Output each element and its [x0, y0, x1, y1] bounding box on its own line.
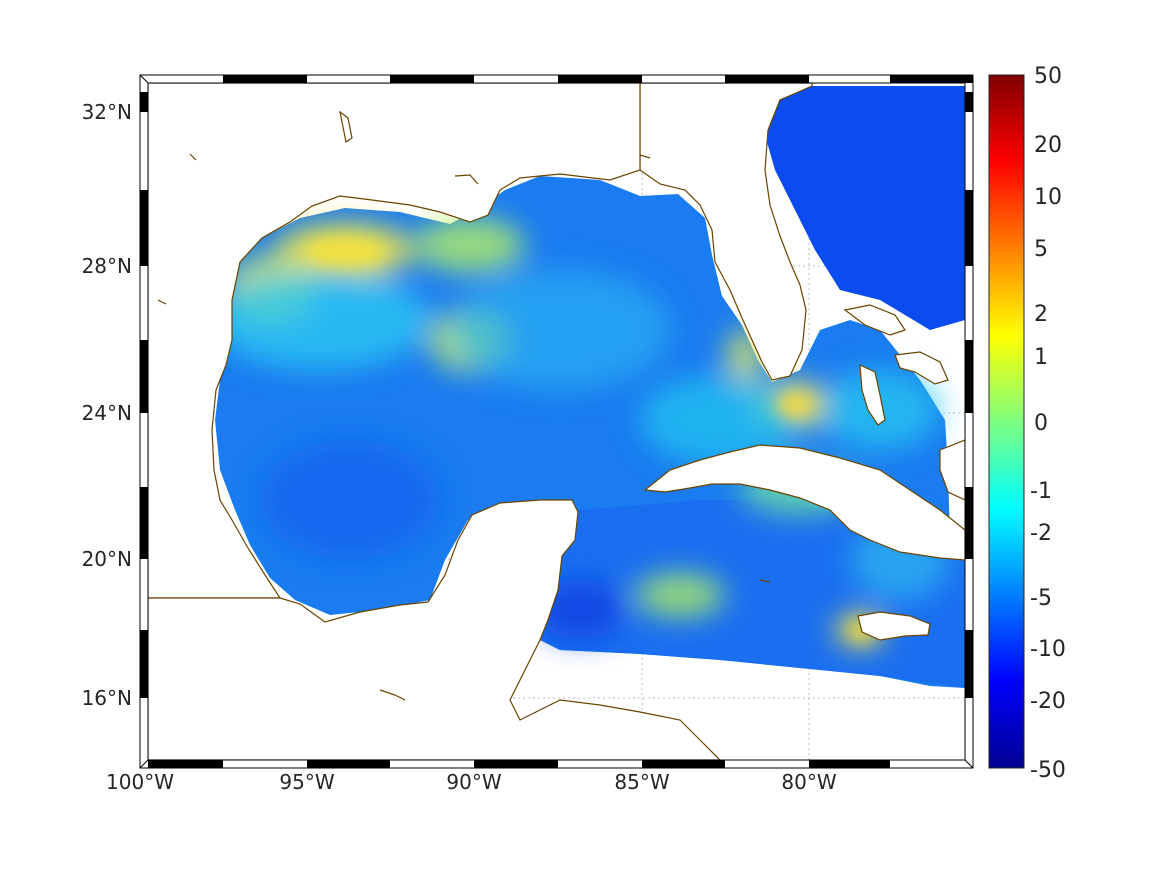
frame-block — [965, 630, 973, 698]
frame-block — [965, 340, 973, 413]
louisiana-shelf-patch — [415, 217, 525, 273]
frame-block — [965, 487, 973, 559]
frame-block — [140, 487, 148, 559]
colorbar-label-minus-5: -5 — [1030, 586, 1052, 611]
frame-block — [140, 92, 148, 112]
us-gulf-coast-land — [148, 83, 641, 599]
colorbar-label-1: 1 — [1034, 345, 1048, 370]
ocean-data-field — [210, 86, 965, 688]
jamaica-land — [857, 611, 931, 641]
lon-label-95w: 95°W — [279, 770, 334, 794]
colorbar-label-minus-10: -10 — [1030, 637, 1066, 662]
cayman-patch — [635, 573, 725, 617]
frame-block — [390, 75, 474, 83]
cuba-land — [643, 444, 965, 561]
gulf-southwest-blue — [260, 440, 440, 560]
frame-block — [642, 760, 725, 768]
frame-block — [809, 760, 890, 768]
florida-straits-core — [777, 393, 813, 417]
yucatan-deep-blue — [535, 580, 625, 640]
frame-block — [307, 760, 390, 768]
lon-label-80w: 80°W — [781, 770, 836, 794]
lat-label-28n: 28°N — [82, 254, 132, 278]
frame-block — [148, 760, 223, 768]
frame-block — [140, 340, 148, 413]
frame-block — [725, 75, 809, 83]
lon-label-90w: 90°W — [446, 770, 501, 794]
bahamas-eleuthera — [894, 351, 949, 385]
colorbar-label-20: 20 — [1034, 133, 1062, 158]
bahamas-andros — [859, 364, 886, 426]
colorbar-label-0: 0 — [1034, 411, 1048, 436]
frame-corner — [139, 74, 149, 84]
frame-block — [140, 630, 148, 698]
frame-corner — [964, 74, 974, 84]
frame-corner — [964, 759, 974, 769]
lat-label-20n: 20°N — [82, 547, 132, 571]
hispaniola-edge — [939, 439, 965, 501]
island-mark — [639, 154, 651, 159]
colorbar-gradient — [988, 74, 1025, 769]
gulf-cyan-band — [450, 270, 670, 390]
island-mark — [759, 579, 771, 583]
island-mark — [379, 689, 406, 701]
lat-label-16n: 16°N — [82, 686, 132, 710]
frame-corner — [139, 759, 149, 769]
frame-block — [965, 92, 973, 112]
colorbar-label-minus-20: -20 — [1030, 689, 1066, 714]
colorbar-label-5: 5 — [1034, 237, 1048, 262]
frame-block — [890, 75, 973, 83]
frame-block — [965, 190, 973, 266]
florida-land — [639, 83, 813, 381]
frame-block — [558, 75, 642, 83]
western-gulf-cyan-band — [210, 270, 430, 370]
colorbar-label-2: 2 — [1034, 302, 1048, 327]
colorbar-label-50: 50 — [1034, 64, 1062, 89]
lon-label-85w: 85°W — [614, 770, 669, 794]
colorbar-label-10: 10 — [1034, 185, 1062, 210]
island-mark — [189, 153, 197, 161]
island-mark — [339, 110, 353, 143]
land-and-coastlines — [148, 83, 965, 760]
bahamas-abaco — [843, 304, 906, 336]
colorbar-label-minus-1: -1 — [1030, 479, 1052, 504]
minor-islands — [157, 110, 771, 701]
lon-label-100w: 100°W — [106, 770, 174, 794]
frame-block — [474, 760, 558, 768]
island-mark — [454, 174, 479, 185]
map-frame — [139, 74, 974, 769]
mexico-yucatan-land — [148, 499, 721, 760]
longitude-axis: 100°W 95°W 90°W 85°W 80°W — [106, 770, 837, 794]
island-mark — [157, 299, 167, 305]
colorbar-label-minus-2: -2 — [1030, 521, 1052, 546]
frame-block — [223, 75, 307, 83]
latitude-axis: 32°N 28°N 24°N 20°N 16°N — [82, 100, 132, 710]
frame-block — [140, 190, 148, 266]
lat-label-24n: 24°N — [82, 401, 132, 425]
texas-yellow-core — [305, 238, 385, 266]
colorbar-label-minus-50: -50 — [1030, 758, 1066, 783]
atlantic-field — [765, 86, 965, 330]
colorbar: 50 20 10 5 2 1 0 -1 -2 -5 -10 -20 -50 — [988, 64, 1066, 783]
lat-label-32n: 32°N — [82, 100, 132, 124]
straits-cyan-patch — [640, 375, 800, 465]
